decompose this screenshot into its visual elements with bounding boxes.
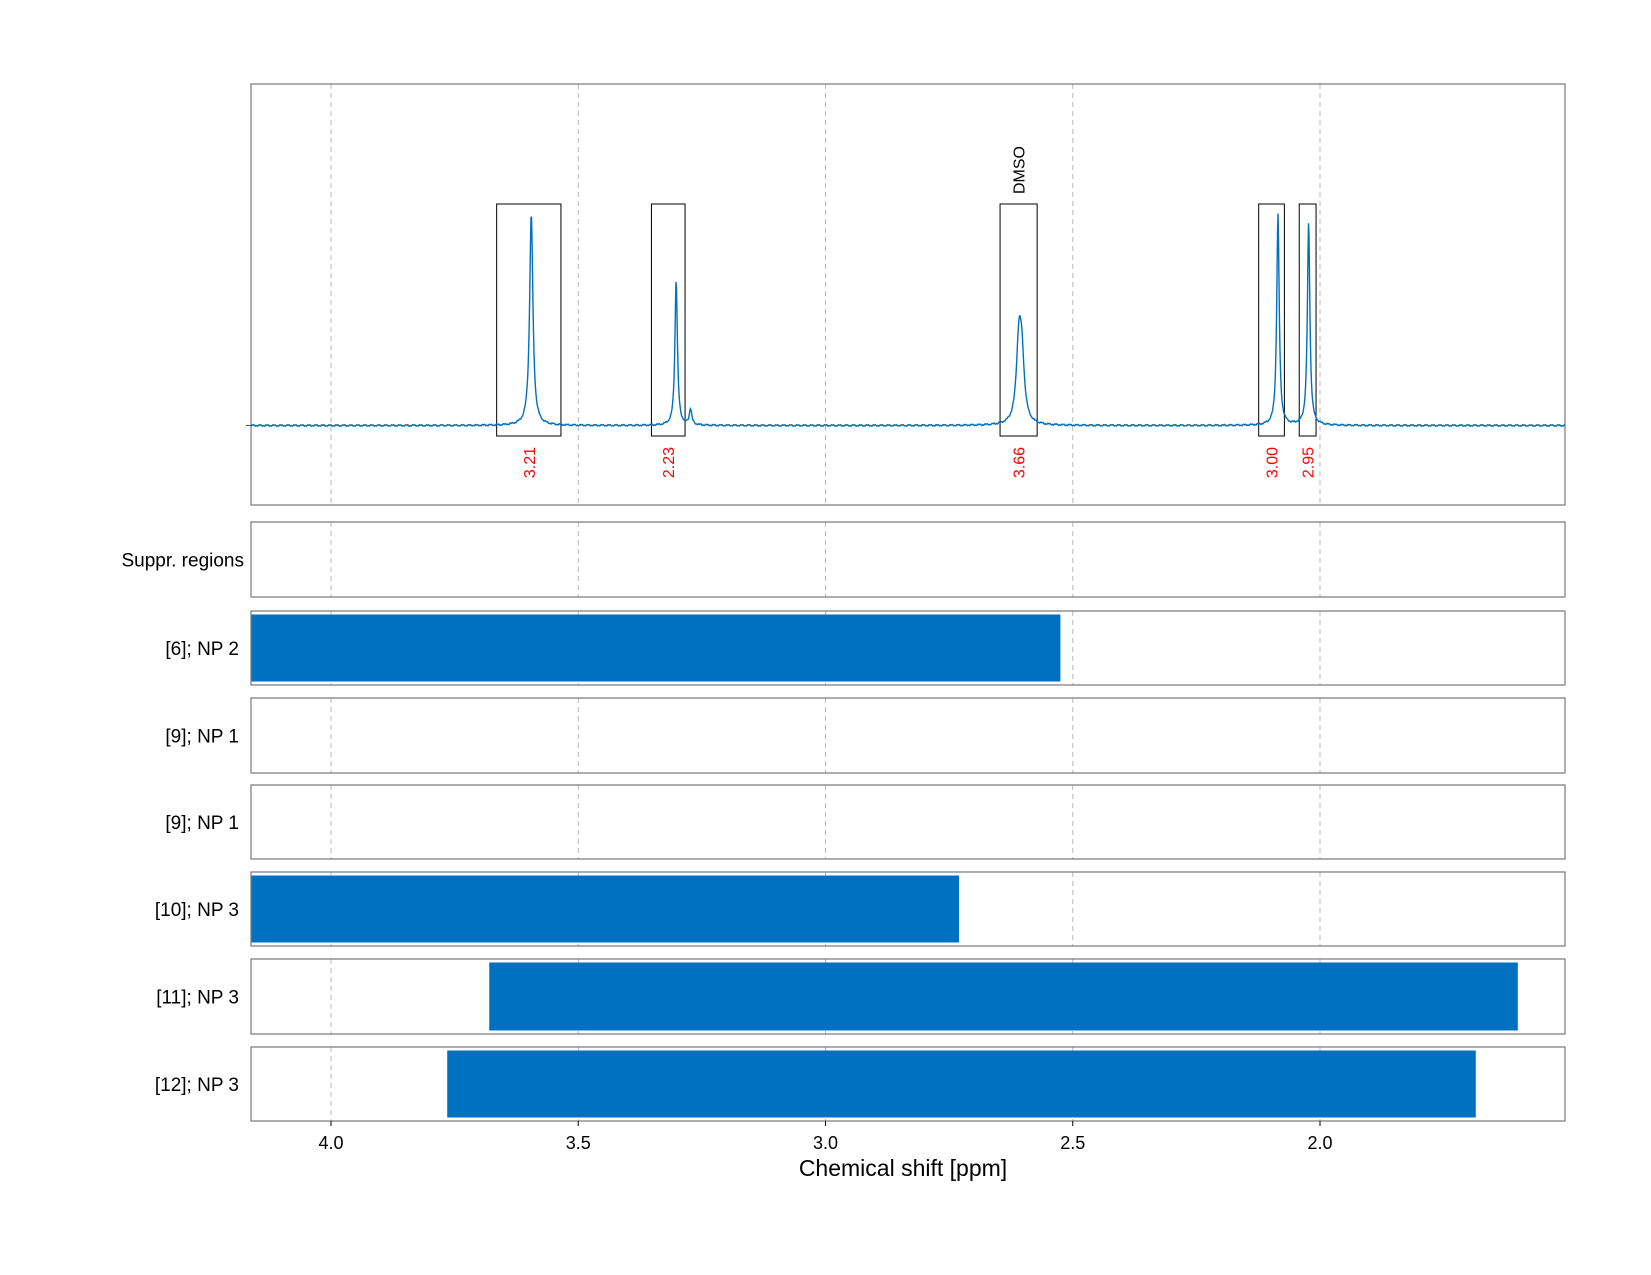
row-label: [10]; NP 3 [155, 900, 239, 921]
spectrum-frame [250, 83, 1566, 506]
region-row: [9]; NP 1 [165, 697, 1566, 774]
x-axis: Chemical shift [ppm] 4.0 3.5 3.0 2.5 2.0 [318, 1121, 1333, 1181]
region-row: [6]; NP 2 [165, 610, 1566, 686]
row-frame [250, 1046, 1566, 1122]
row-label: [9]; NP 1 [165, 727, 239, 748]
row-frame [250, 871, 1566, 947]
row-label: [12]; NP 3 [155, 1075, 239, 1096]
row-label: [6]; NP 2 [165, 639, 239, 660]
x-tick-label: 4.0 [318, 1133, 343, 1153]
integral-box [1298, 203, 1317, 437]
region-row: [10]; NP 3 [155, 871, 1566, 947]
row-frame [250, 521, 1566, 598]
integral-label: 3.21 [522, 447, 539, 478]
integral-box [650, 203, 686, 437]
row-frame [250, 610, 1566, 686]
region-row: [11]; NP 3 [156, 958, 1566, 1035]
integral-label: 3.66 [1012, 447, 1029, 478]
row-label: [11]; NP 3 [156, 988, 239, 1009]
spectrum-line [250, 213, 1566, 428]
integral-box [496, 203, 562, 437]
region-rows: Suppr. regions [6]; NP 2 [9]; NP 1 [9]; NP … [121, 521, 1566, 1122]
integral-label: 3.00 [1265, 447, 1282, 478]
region-row: [12]; NP 3 [155, 1046, 1566, 1122]
x-tick-label: 2.0 [1307, 1133, 1332, 1153]
x-axis-title: Chemical shift [ppm] [799, 1155, 1007, 1181]
region-bar [447, 1050, 1476, 1118]
spectrum-panel: 3.21 2.23 3.66 DMSO 3.00 2.95 [246, 83, 1566, 506]
integral-label: 2.95 [1301, 447, 1318, 478]
row-frame [250, 784, 1566, 860]
row-label: Suppr. regions [121, 551, 244, 572]
integral-box [1258, 203, 1285, 437]
region-row: Suppr. regions [121, 521, 1566, 598]
x-tick-label: 2.5 [1060, 1133, 1085, 1153]
region-bar [251, 875, 960, 943]
row-label: [9]; NP 1 [165, 813, 239, 834]
x-tick-label: 3.0 [813, 1133, 838, 1153]
region-bar [251, 614, 1061, 682]
row-frame [250, 958, 1566, 1035]
integral-box [999, 203, 1038, 437]
dmso-annotation: DMSO [1012, 146, 1029, 194]
row-frame [250, 697, 1566, 774]
x-tick-label: 3.5 [566, 1133, 591, 1153]
integral-label: 2.23 [661, 447, 678, 478]
region-bar [489, 962, 1518, 1031]
region-row: [9]; NP 1 [165, 784, 1566, 860]
